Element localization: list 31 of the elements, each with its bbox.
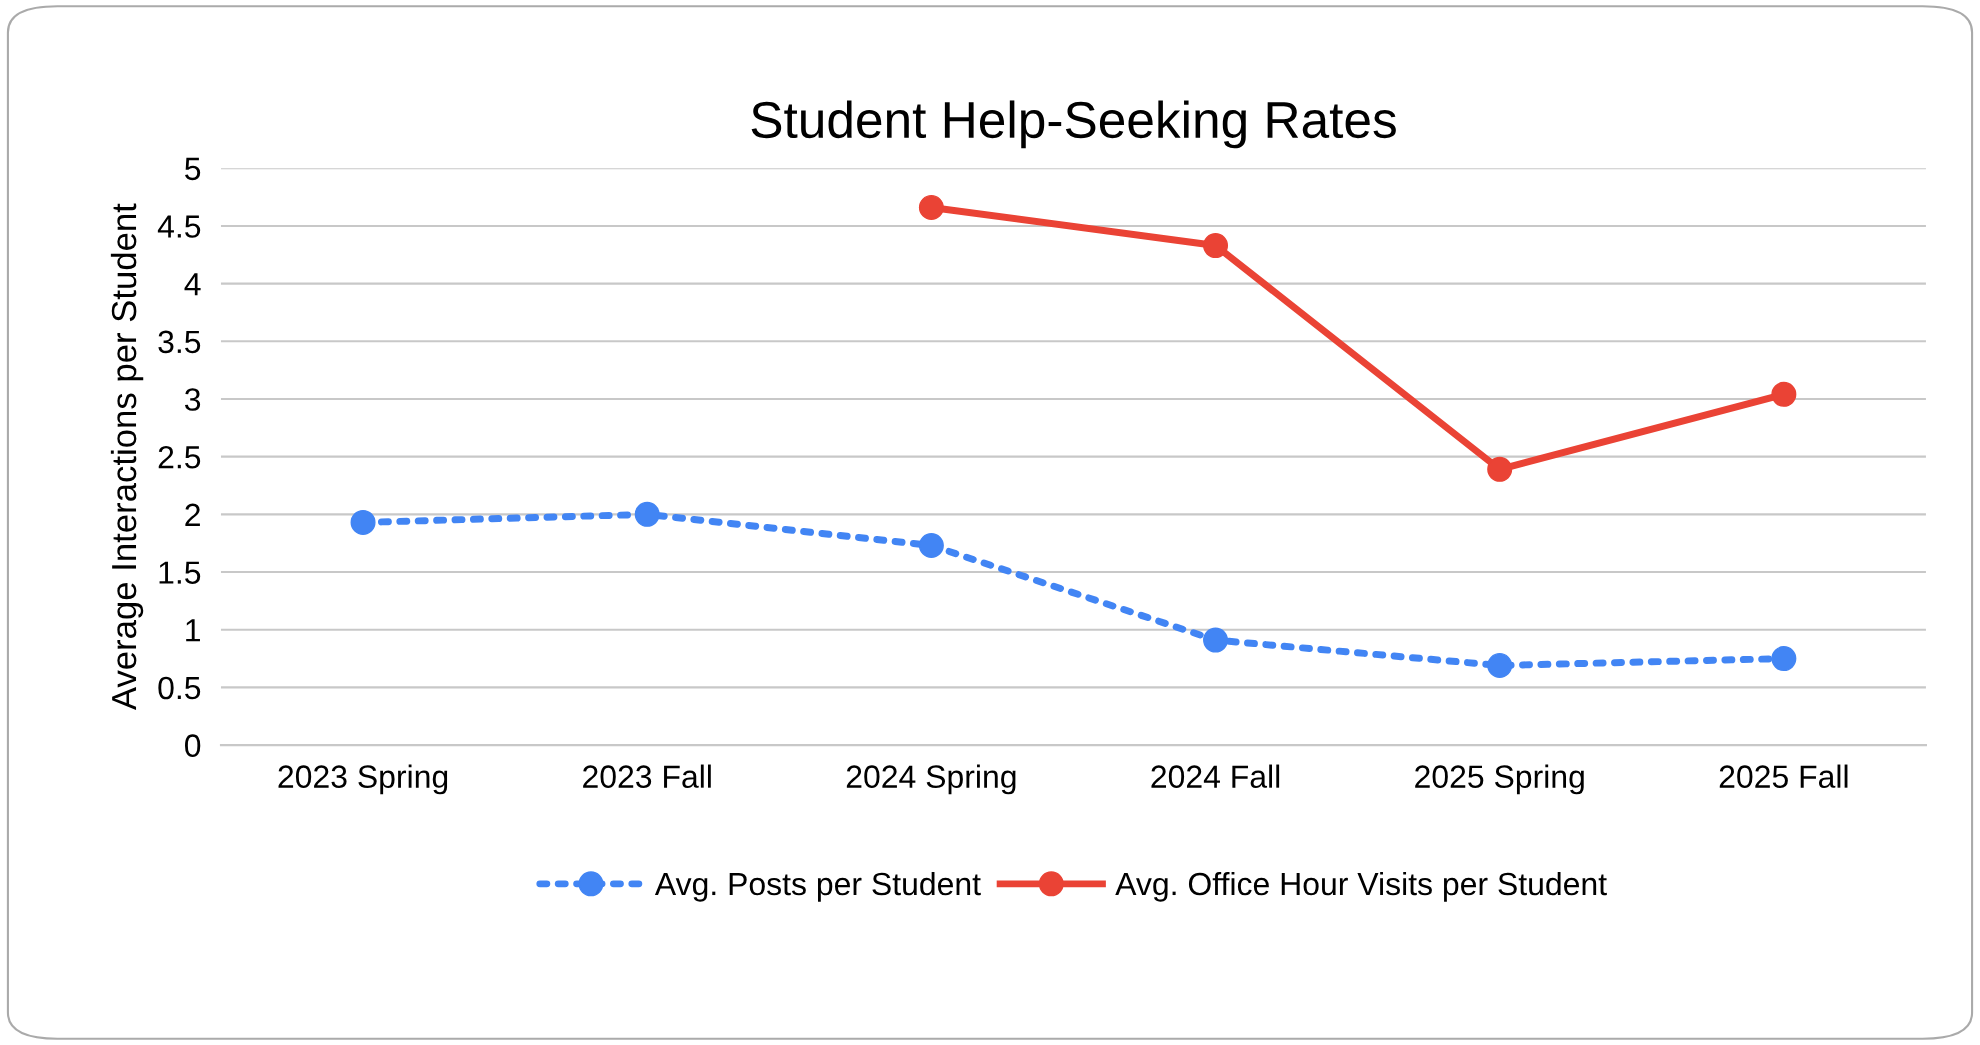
point (918, 194, 944, 220)
chart-title: Student Help-Seeking Rates (751, 100, 1396, 149)
y-tick-label: 0.5 (158, 676, 201, 700)
legend-label: Avg. Office Hour Visits per Student (1115, 871, 1607, 902)
point (1487, 456, 1513, 482)
y-axis-title: Average Interactions per Student (110, 203, 144, 711)
y-tick-label: 2 (185, 503, 200, 526)
y-tick-label: 0 (185, 734, 201, 757)
point (634, 501, 660, 527)
legend-label: Avg. Posts per Student (654, 871, 981, 902)
y-tick-label: 4.5 (157, 215, 201, 238)
point (1771, 646, 1797, 672)
x-tick-label: 2024 Fall (1151, 764, 1280, 788)
point (1203, 233, 1229, 259)
x-tick-label: 2023 Fall (583, 764, 711, 788)
y-tick-label: 3 (184, 388, 201, 411)
point (1203, 627, 1229, 653)
y-tick-label: 1 (186, 619, 200, 642)
x-tick-label: 2024 Spring (846, 764, 1016, 795)
y-tick-label: 5 (185, 157, 201, 181)
x-tick-label: 2025 Fall (1719, 764, 1848, 788)
y-tick-label: 1.5 (159, 561, 201, 584)
point (350, 509, 376, 535)
point (1771, 381, 1797, 407)
x-tick-label: 2025 Spring (1415, 764, 1584, 795)
point (1487, 652, 1513, 678)
x-tick-label: 2023 Spring (278, 764, 448, 795)
y-tick-label: 4 (184, 273, 201, 296)
y-tick-label: 3.5 (158, 330, 201, 354)
y-tick-label: 2.5 (158, 445, 201, 469)
point (918, 532, 944, 558)
